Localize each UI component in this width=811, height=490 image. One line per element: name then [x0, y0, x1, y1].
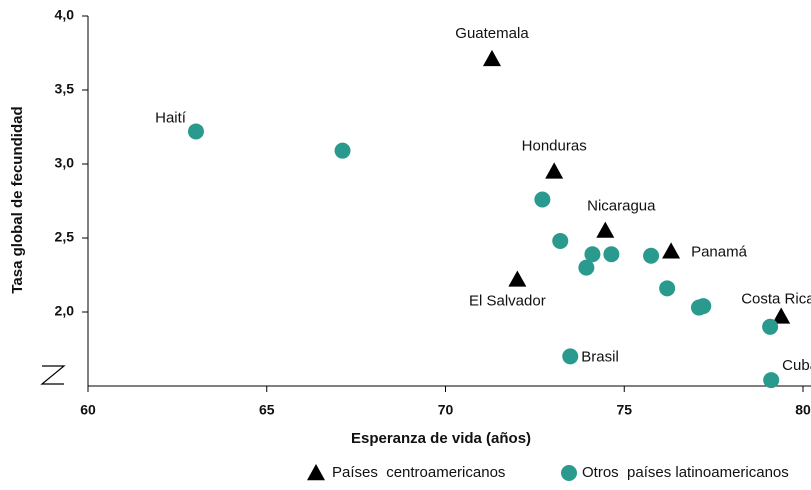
y-tick-label: 2,5	[55, 229, 75, 245]
x-tick-label: 75	[616, 402, 632, 418]
point-label: Guatemala	[455, 25, 529, 42]
legend-label: Otros países latinoamericanos	[582, 464, 789, 481]
legend-label: Países centroamericanos	[332, 464, 505, 481]
point	[772, 307, 791, 324]
x-tick-label: 60	[80, 402, 96, 418]
point	[508, 270, 527, 287]
point-label: El Salvador	[469, 292, 546, 309]
point	[334, 142, 351, 159]
point-label: Haití	[155, 109, 187, 126]
point	[545, 162, 564, 179]
point	[762, 318, 779, 335]
point	[584, 246, 601, 263]
point	[596, 221, 615, 238]
point-label: Costa Rica	[741, 290, 811, 307]
point	[552, 232, 569, 249]
y-tick-label: 4,0	[55, 7, 75, 23]
point	[662, 242, 681, 259]
point	[643, 247, 660, 264]
point-label: Brasil	[581, 348, 619, 365]
point	[603, 246, 620, 263]
point	[482, 49, 501, 67]
x-axis-title: Esperanza de vida (años)	[351, 430, 531, 447]
point-label: Panamá	[691, 243, 748, 260]
point	[695, 298, 712, 315]
y-tick-label: 2,0	[55, 303, 75, 319]
legend-marker	[307, 464, 325, 481]
y-tick-label: 3,0	[55, 155, 75, 171]
axis-break	[40, 365, 66, 385]
y-tick-label: 3,5	[55, 81, 75, 97]
x-tick-label: 80	[795, 402, 811, 418]
point	[187, 123, 204, 140]
x-tick-label: 65	[259, 402, 275, 418]
point	[578, 259, 595, 276]
point	[659, 280, 676, 297]
point-label: Nicaragua	[587, 198, 656, 215]
y-axis-title: Tasa global de fecundidad	[9, 106, 26, 293]
legend-marker	[561, 465, 577, 481]
point-label: Honduras	[522, 137, 587, 154]
point	[534, 191, 551, 208]
point	[763, 372, 780, 389]
point-label: Cuba	[782, 357, 811, 374]
point	[562, 348, 579, 365]
x-tick-label: 70	[438, 402, 454, 418]
